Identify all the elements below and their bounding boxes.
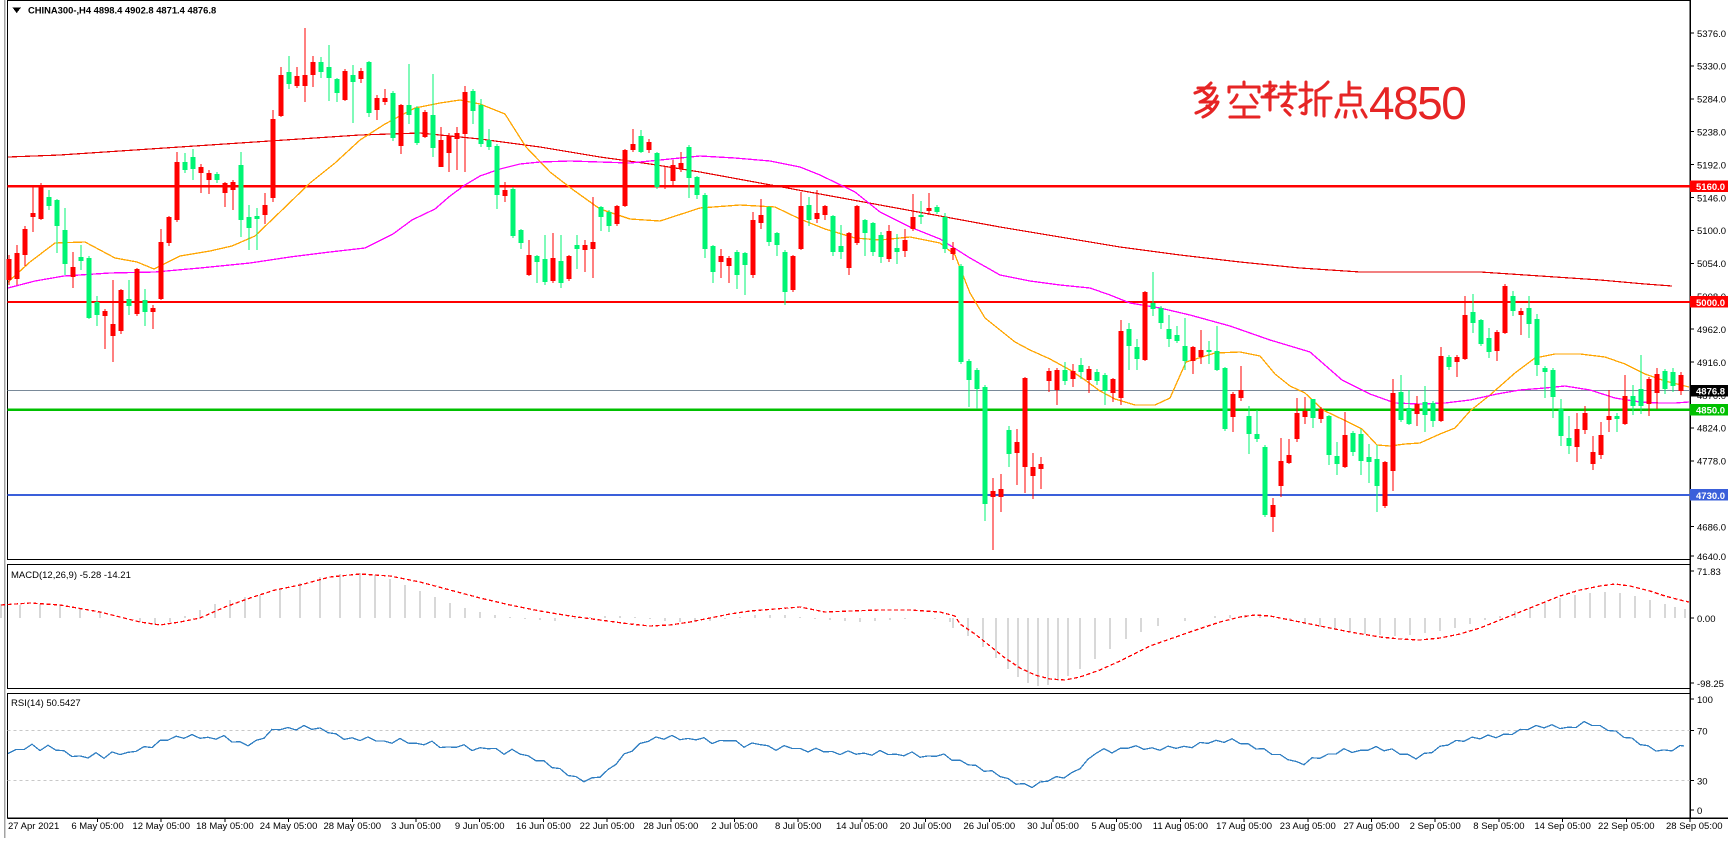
- svg-text:30: 30: [1697, 776, 1708, 787]
- svg-text:8 Jul 05:00: 8 Jul 05:00: [775, 821, 821, 832]
- svg-text:27 Aug 05:00: 27 Aug 05:00: [1344, 821, 1400, 832]
- svg-text:70: 70: [1697, 726, 1708, 737]
- svg-text:9 Jun 05:00: 9 Jun 05:00: [455, 821, 505, 832]
- svg-text:71.83: 71.83: [1697, 567, 1721, 578]
- svg-text:26 Jul 05:00: 26 Jul 05:00: [963, 821, 1015, 832]
- svg-text:4962.0: 4962.0: [1697, 325, 1726, 336]
- svg-text:5054.0: 5054.0: [1697, 259, 1726, 270]
- svg-text:4778.0: 4778.0: [1697, 457, 1726, 468]
- svg-text:16 Jun 05:00: 16 Jun 05:00: [516, 821, 571, 832]
- svg-text:14 Sep 05:00: 14 Sep 05:00: [1534, 821, 1591, 832]
- svg-text:4686.0: 4686.0: [1697, 523, 1726, 534]
- svg-text:5160.0: 5160.0: [1696, 182, 1725, 193]
- svg-text:30 Jul 05:00: 30 Jul 05:00: [1027, 821, 1079, 832]
- svg-text:23 Aug 05:00: 23 Aug 05:00: [1280, 821, 1336, 832]
- svg-text:27 Apr 2021: 27 Apr 2021: [8, 821, 59, 832]
- svg-text:4876.8: 4876.8: [1696, 387, 1725, 398]
- svg-text:4916.0: 4916.0: [1697, 358, 1726, 369]
- svg-text:18 May 05:00: 18 May 05:00: [196, 821, 254, 832]
- svg-text:3 Jun 05:00: 3 Jun 05:00: [391, 821, 441, 832]
- svg-text:5376.0: 5376.0: [1697, 29, 1726, 40]
- svg-text:4640.0: 4640.0: [1697, 552, 1726, 563]
- svg-text:5100.0: 5100.0: [1697, 226, 1726, 237]
- svg-text:6 May 05:00: 6 May 05:00: [71, 821, 123, 832]
- svg-text:28 Sep 05:00: 28 Sep 05:00: [1666, 821, 1723, 832]
- svg-text:4824.0: 4824.0: [1697, 424, 1726, 435]
- svg-text:14 Jul 05:00: 14 Jul 05:00: [836, 821, 888, 832]
- svg-text:24 May 05:00: 24 May 05:00: [260, 821, 318, 832]
- svg-text:2 Sep 05:00: 2 Sep 05:00: [1410, 821, 1461, 832]
- svg-text:MACD(12,26,9) -5.28 -14.21: MACD(12,26,9) -5.28 -14.21: [11, 570, 131, 581]
- svg-text:2 Jul 05:00: 2 Jul 05:00: [711, 821, 757, 832]
- svg-text:5284.0: 5284.0: [1697, 95, 1726, 106]
- svg-text:CHINA300-,H4 4898.4 4902.8 48: CHINA300-,H4 4898.4 4902.8 4871.4 4876.8: [28, 5, 216, 16]
- svg-text:5146.0: 5146.0: [1697, 193, 1726, 204]
- svg-text:4850: 4850: [1369, 77, 1465, 129]
- svg-text:4730.0: 4730.0: [1696, 491, 1725, 502]
- svg-text:0: 0: [1697, 806, 1702, 817]
- svg-text:5330.0: 5330.0: [1697, 62, 1726, 73]
- svg-text:12 May 05:00: 12 May 05:00: [132, 821, 190, 832]
- svg-text:22 Sep 05:00: 22 Sep 05:00: [1598, 821, 1655, 832]
- svg-text:11 Aug 05:00: 11 Aug 05:00: [1153, 821, 1208, 832]
- svg-text:-98.25: -98.25: [1697, 679, 1724, 690]
- svg-text:28 May 05:00: 28 May 05:00: [324, 821, 382, 832]
- svg-text:100: 100: [1697, 695, 1713, 706]
- svg-text:5238.0: 5238.0: [1697, 128, 1726, 139]
- svg-text:20 Jul 05:00: 20 Jul 05:00: [900, 821, 952, 832]
- svg-text:5000.0: 5000.0: [1696, 298, 1725, 309]
- svg-text:22 Jun 05:00: 22 Jun 05:00: [580, 821, 635, 832]
- svg-text:5192.0: 5192.0: [1697, 160, 1726, 171]
- svg-text:8 Sep 05:00: 8 Sep 05:00: [1473, 821, 1524, 832]
- svg-text:4850.0: 4850.0: [1696, 406, 1725, 417]
- svg-text:RSI(14) 50.5427: RSI(14) 50.5427: [11, 698, 81, 709]
- svg-text:5 Aug 05:00: 5 Aug 05:00: [1091, 821, 1142, 832]
- svg-text:17 Aug 05:00: 17 Aug 05:00: [1216, 821, 1272, 832]
- svg-text:0.00: 0.00: [1697, 614, 1716, 625]
- svg-text:28 Jun 05:00: 28 Jun 05:00: [643, 821, 698, 832]
